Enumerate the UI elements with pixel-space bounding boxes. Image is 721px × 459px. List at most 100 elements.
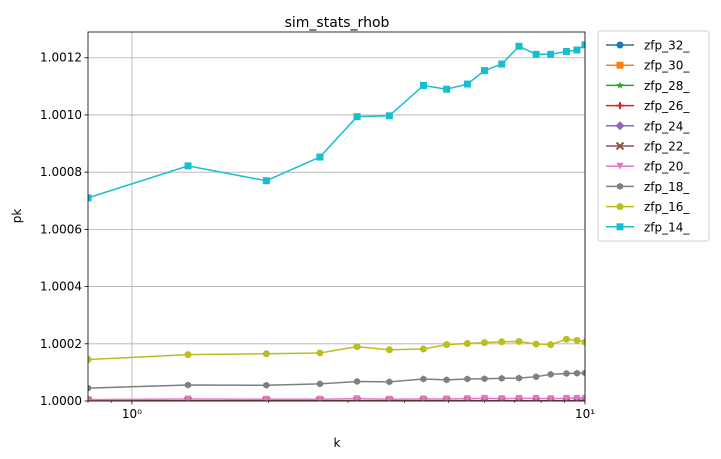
y-tick-label: 1.0004 [40,280,82,294]
x-axis-label: k [334,436,341,450]
legend-label: zfp_28_ [644,79,690,93]
data-point [88,356,92,364]
legend-label: zfp_14_ [644,220,690,234]
data-point [184,351,192,359]
legend-label: zfp_20_ [644,160,690,174]
legend-marker [616,203,624,211]
y-tick-label: 1.0012 [40,51,82,65]
data-point [184,381,192,389]
data-point [385,346,393,354]
data-point [463,80,471,88]
data-point [562,394,570,401]
legend-label: zfp_32_ [644,39,690,53]
data-point [419,395,427,401]
legend-marker [616,102,624,110]
legend-entry: zfp_32_ [606,39,690,53]
axes-layer: 1.0000 1.0002 1.0004 1.0006 1.0008 1.0010 1.00… [40,31,595,421]
legend-entry: zfp_24_ [606,119,690,133]
data-point [419,345,427,353]
plot-frame [87,31,586,402]
data-point [573,369,580,377]
data-point [573,336,581,344]
data-point [88,396,93,401]
data-point [262,177,270,185]
data-point [443,85,451,93]
data-point [262,350,270,358]
data-point [581,394,585,401]
legend-entry: zfp_18_ [606,180,690,194]
data-point [562,47,570,55]
series-zfp_20 [88,394,585,401]
data-point [573,46,581,54]
data-point [562,335,570,343]
x-tick-label: 10¹ [575,407,595,421]
data-point [316,153,324,161]
data-point [515,42,523,50]
legend-marker [615,141,625,151]
legend-label: zfp_22_ [644,140,690,154]
series-zfp_18 [88,369,585,392]
data-point [532,50,540,58]
series-line [88,338,585,361]
data-point [443,395,451,401]
legend-entry: zfp_20_ [606,160,690,174]
y-tick-label: 1.0010 [40,108,82,122]
data-point [547,370,554,378]
y-tick-label: 1.0002 [40,337,82,351]
legend-marker [616,81,624,89]
data-point [353,113,361,121]
data-point [353,395,361,401]
data-point [532,340,540,348]
y-tick-label: 1.0008 [40,165,82,179]
data-point [532,394,540,401]
series-line [88,372,585,389]
data-point [498,374,505,382]
y-tick-label: 1.0000 [40,394,82,408]
data-point [88,384,92,392]
series-line [88,44,585,199]
data-point [480,339,488,347]
legend-label: zfp_24_ [644,119,690,133]
data-point [463,395,471,401]
data-point [581,41,585,49]
legend-entry: zfp_22_ [606,140,690,154]
data-point [419,81,427,89]
data-point [463,340,471,348]
y-tick-label: 1.0006 [40,222,82,236]
legend-entry: zfp_14_ [606,220,690,234]
data-point [316,395,324,401]
data-point [515,394,523,401]
data-point [386,378,393,386]
data-point [88,396,92,401]
data-point [184,162,192,170]
series-line [88,397,585,401]
chart-title: sim_stats_rhob [285,15,390,31]
legend-marker [616,41,624,49]
data-point [547,341,555,349]
data-point [547,50,555,58]
data-point [184,395,192,401]
legend-marker [616,182,624,190]
data-point [547,395,555,401]
legend-marker [616,61,624,69]
legend-label: zfp_16_ [644,200,690,214]
data-point [385,112,393,120]
data-point [353,343,361,351]
data-point [385,395,393,401]
data-point [533,373,540,381]
data-point [498,395,506,401]
legend-label: zfp_18_ [644,180,690,194]
data-point [443,341,451,349]
legend-entry: zfp_28_ [606,79,690,93]
data-point [464,375,471,383]
data-point [481,375,488,383]
data-point [354,378,361,386]
data-point [498,60,506,68]
data-point [316,349,324,357]
legend-label: zfp_30_ [644,59,690,73]
series-zfp_14 [88,41,585,202]
legend-marker [616,223,624,231]
data-point [420,375,427,383]
data-point [573,394,581,401]
data-point [581,338,585,346]
